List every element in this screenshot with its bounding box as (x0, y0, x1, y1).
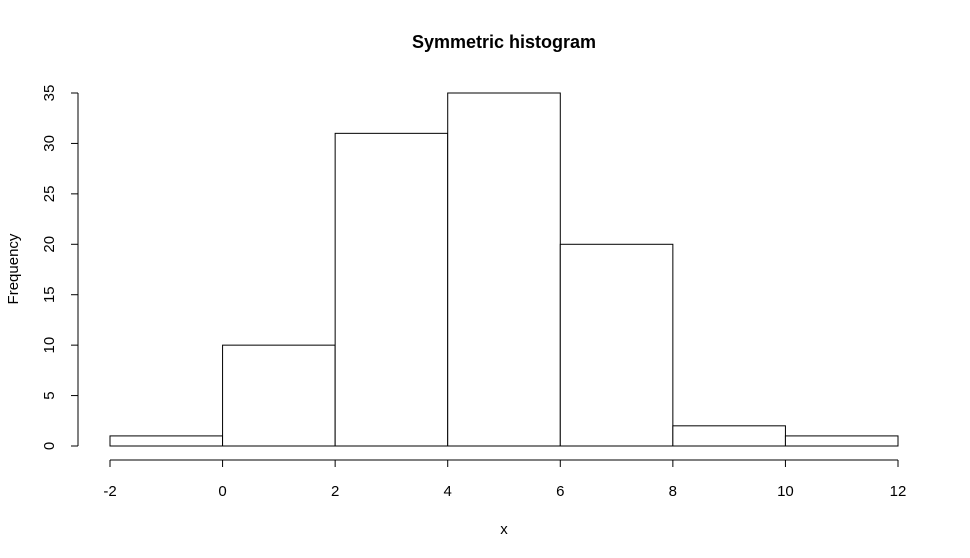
x-axis-label: x (500, 521, 508, 538)
x-tick-label-6: 10 (777, 483, 794, 500)
y-tick-label-0: 0 (41, 442, 58, 450)
x-tick-label-3: 4 (444, 483, 452, 500)
histogram-bar-6 (784, 435, 899, 447)
histogram-bar-0 (109, 435, 224, 447)
bars-group (109, 92, 899, 447)
histogram-bar-5 (672, 425, 786, 447)
y-tick-label-4: 20 (41, 236, 58, 253)
histogram-bar-1 (222, 344, 336, 447)
x-tick-label-4: 6 (556, 483, 564, 500)
y-tick-label-5: 25 (41, 186, 58, 203)
y-tick-label-3: 15 (41, 286, 58, 303)
y-tick-label-1: 5 (41, 391, 58, 399)
x-tick-label-1: 0 (218, 483, 226, 500)
x-tick-label-7: 12 (890, 483, 907, 500)
y-tick-label-2: 10 (41, 337, 58, 354)
histogram-bar-4 (559, 243, 674, 447)
chart-title: Symmetric histogram (412, 32, 596, 52)
y-axis-label: Frequency (5, 233, 22, 304)
y-tick-label-7: 35 (41, 85, 58, 102)
y-axis: 0 5 10 15 20 25 30 35 (41, 85, 79, 450)
x-tick-label-2: 2 (331, 483, 339, 500)
x-tick-label-5: 8 (669, 483, 677, 500)
y-tick-label-6: 30 (41, 135, 58, 152)
x-tick-label-0: -2 (103, 483, 116, 500)
x-axis: -2 0 2 4 6 8 10 12 (103, 459, 907, 500)
histogram-bar-2 (334, 132, 449, 447)
histogram-bar-3 (447, 92, 561, 447)
